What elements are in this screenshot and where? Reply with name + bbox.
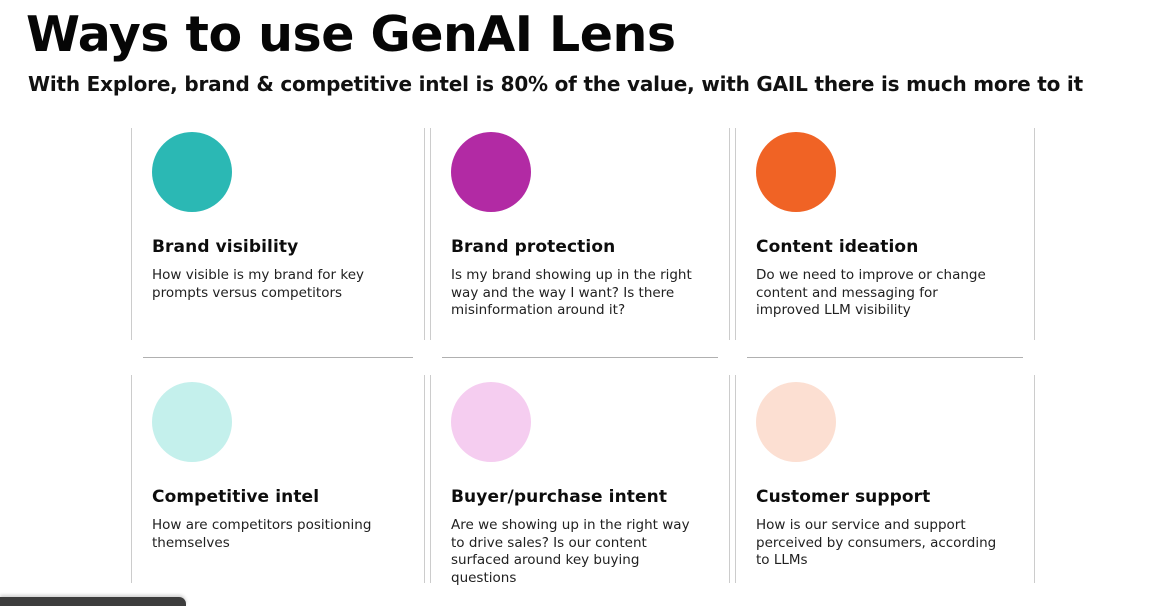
bottom-partial-bar [0, 597, 186, 606]
card-buyer-purchase-intent: Buyer/purchase intent Are we showing up … [430, 375, 730, 586]
row-divider [735, 340, 1035, 375]
card-description: Are we showing up in the right way to dr… [451, 517, 690, 586]
card-heading: Buyer/purchase intent [451, 487, 668, 507]
card-description: Is my brand showing up in the right way … [451, 267, 692, 318]
row-divider [430, 340, 730, 375]
card-brand-protection: Brand protection Is my brand showing up … [430, 128, 730, 340]
orange-circle-icon [756, 132, 836, 212]
page-title: Ways to use GenAI Lens [26, 6, 676, 63]
magenta-circle-icon [451, 132, 531, 212]
divider-line [442, 357, 718, 358]
card-brand-visibility: Brand visibility How visible is my brand… [131, 128, 425, 340]
card-competitive-intel: Competitive intel How are competitors po… [131, 375, 425, 583]
card-heading: Brand visibility [152, 237, 299, 257]
mint-circle-icon [152, 382, 232, 462]
card-description: How is our service and support perceived… [756, 517, 997, 568]
card-heading: Content ideation [756, 237, 919, 257]
card-content-ideation: Content ideation Do we need to improve o… [735, 128, 1035, 340]
card-description: How visible is my brand for key prompts … [152, 267, 364, 301]
card-heading: Competitive intel [152, 487, 320, 507]
page-subtitle: With Explore, brand & competitive intel … [28, 72, 1083, 96]
divider-line [747, 357, 1023, 358]
card-customer-support: Customer support How is our service and … [735, 375, 1035, 583]
row-divider [131, 340, 425, 375]
card-description: Do we need to improve or change content … [756, 267, 986, 318]
peach-circle-icon [756, 382, 836, 462]
divider-line [143, 357, 413, 358]
card-heading: Customer support [756, 487, 931, 507]
teal-circle-icon [152, 132, 232, 212]
card-description: How are competitors positioning themselv… [152, 517, 372, 551]
pink-circle-icon [451, 382, 531, 462]
feature-cards-grid: Brand visibility How visible is my brand… [131, 128, 1035, 586]
card-heading: Brand protection [451, 237, 616, 257]
